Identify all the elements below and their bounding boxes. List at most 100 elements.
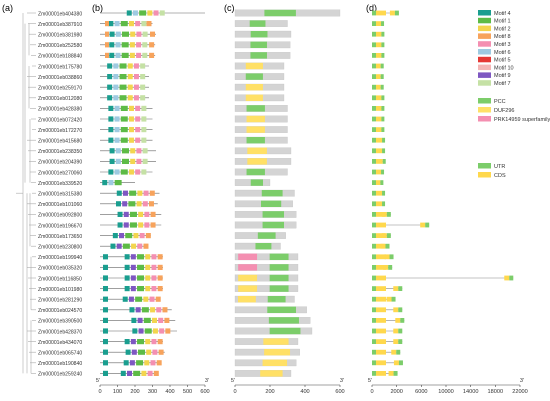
motif-box — [159, 10, 165, 16]
domain-box — [246, 168, 265, 176]
motif-box — [119, 74, 127, 80]
motif-box — [151, 339, 157, 345]
motif-box — [129, 52, 135, 58]
motif-box — [114, 21, 120, 27]
motif-box — [140, 84, 146, 90]
protein-bar — [234, 253, 299, 261]
cds-box — [376, 243, 385, 249]
domain-box — [245, 94, 263, 101]
motif-box — [141, 370, 147, 376]
motif-box — [138, 211, 144, 217]
utr-box — [380, 180, 384, 185]
motif-box — [103, 275, 108, 281]
gene-label: Zm00001eb204390 — [38, 160, 82, 166]
legend-swatch-domain — [478, 116, 491, 122]
gene-label: Zm00001eb173650 — [38, 234, 82, 240]
legend-swatch-motif — [478, 64, 491, 71]
axis-tick-label: 400 — [165, 389, 174, 395]
utr-box — [509, 275, 514, 281]
axis-tick-label: 0 — [370, 389, 373, 395]
domain-box — [263, 338, 289, 345]
legend-swatch-structure — [478, 172, 491, 178]
gene-label: Zm00001eb315380 — [38, 192, 82, 198]
motif-box — [119, 233, 125, 239]
legend-label-motif: Motif 8 — [494, 34, 511, 40]
cds-box — [376, 10, 386, 16]
domain-box — [238, 274, 258, 282]
motif-box — [103, 254, 108, 260]
motif-box — [113, 74, 119, 80]
motif-box — [144, 211, 150, 217]
motif-box — [103, 307, 108, 313]
motif-box — [142, 31, 148, 37]
cds-box — [391, 349, 397, 355]
motif-box — [129, 42, 135, 48]
utr-box — [385, 243, 390, 249]
cds-box — [376, 63, 381, 69]
motif-box — [108, 127, 114, 133]
utr-box — [372, 21, 376, 26]
motif-box — [135, 169, 141, 175]
legend-swatch-motif — [478, 17, 491, 24]
motif-box — [135, 307, 141, 313]
motif-box — [140, 63, 146, 69]
protein-bar — [234, 274, 299, 282]
motif-box — [145, 233, 151, 239]
motif-box — [136, 360, 144, 366]
motif-box — [142, 148, 148, 154]
cds-box — [376, 180, 381, 185]
domain-box — [238, 285, 258, 292]
utr-box — [372, 212, 376, 217]
motif-box — [133, 74, 139, 80]
motif-box — [157, 275, 163, 281]
cds-box — [376, 95, 382, 101]
cds-box — [376, 254, 386, 260]
utr-box — [381, 127, 385, 132]
legend-swatch-domain — [478, 107, 491, 113]
domain-box — [246, 115, 265, 123]
motif-box — [103, 296, 108, 302]
motif-box — [130, 275, 136, 281]
domain-box — [269, 285, 289, 292]
cds-box — [376, 286, 386, 291]
axis-3prime-label: 3' — [340, 378, 344, 384]
motif-box — [135, 21, 141, 27]
cds-box — [381, 212, 387, 217]
utr-box — [372, 275, 376, 281]
domain-box — [247, 147, 267, 154]
motif-box — [129, 211, 137, 217]
motif-box — [109, 42, 115, 48]
motif-box — [107, 63, 113, 69]
axis-5prime-label: 5' — [368, 378, 372, 384]
cds-box — [393, 339, 399, 344]
motif-box — [147, 370, 153, 376]
motif-box — [108, 21, 114, 27]
domain-box — [257, 232, 276, 239]
motif-box — [130, 286, 136, 292]
utr-box — [381, 21, 385, 26]
motif-box — [128, 105, 134, 111]
domain-box — [238, 264, 258, 271]
motif-box — [103, 349, 108, 355]
utr-box — [372, 222, 376, 228]
motif-box — [157, 286, 163, 292]
motif-box — [158, 317, 164, 323]
motif-box — [140, 74, 146, 80]
cds-box — [376, 106, 382, 111]
utr-box — [372, 318, 376, 323]
motif-box — [114, 127, 120, 133]
utr-box — [372, 31, 376, 37]
motif-box — [150, 222, 156, 228]
motif-box — [136, 148, 142, 154]
cds-box — [380, 243, 386, 249]
utr-box — [372, 63, 376, 69]
motif-box — [113, 95, 119, 101]
motif-box — [147, 10, 153, 16]
panel-label-c: (c) — [224, 3, 235, 13]
legend-label-motif: Motif 3 — [494, 42, 511, 48]
legend-swatch-motif — [478, 10, 491, 16]
motif-box — [158, 349, 164, 355]
motif-box — [151, 254, 157, 260]
motif-box — [137, 317, 143, 323]
motif-box — [124, 264, 130, 270]
